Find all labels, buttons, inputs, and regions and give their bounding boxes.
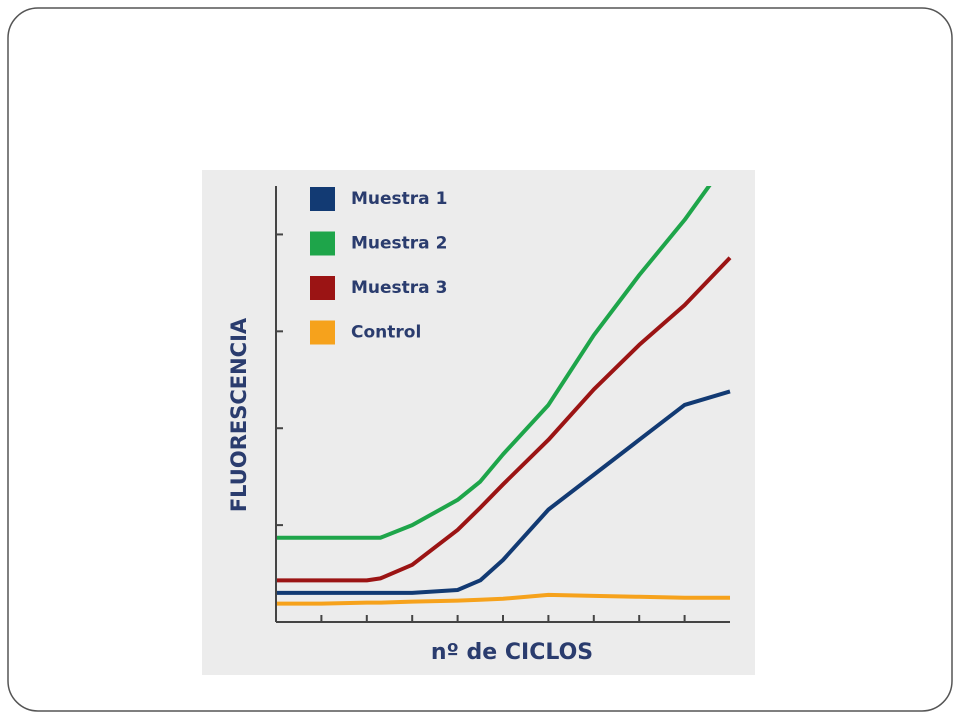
series-line — [276, 592, 730, 606]
legend-swatch — [310, 320, 335, 345]
series-line — [276, 389, 731, 595]
x-axis-label: nº de CICLOS — [431, 640, 593, 665]
series-line — [276, 256, 732, 583]
series-line — [276, 186, 712, 540]
legend-swatch — [310, 187, 335, 211]
legend-label: Muestra 2 — [351, 234, 447, 254]
legend-label: Muestra 1 — [351, 189, 447, 209]
plot-area — [276, 186, 732, 606]
legend-label: Muestra 3 — [351, 278, 447, 298]
legend-label: Control — [351, 323, 421, 343]
legend-swatch — [310, 231, 335, 256]
y-axis-label: FLUORESCENCIA — [227, 317, 251, 512]
legend-swatch — [310, 276, 335, 300]
